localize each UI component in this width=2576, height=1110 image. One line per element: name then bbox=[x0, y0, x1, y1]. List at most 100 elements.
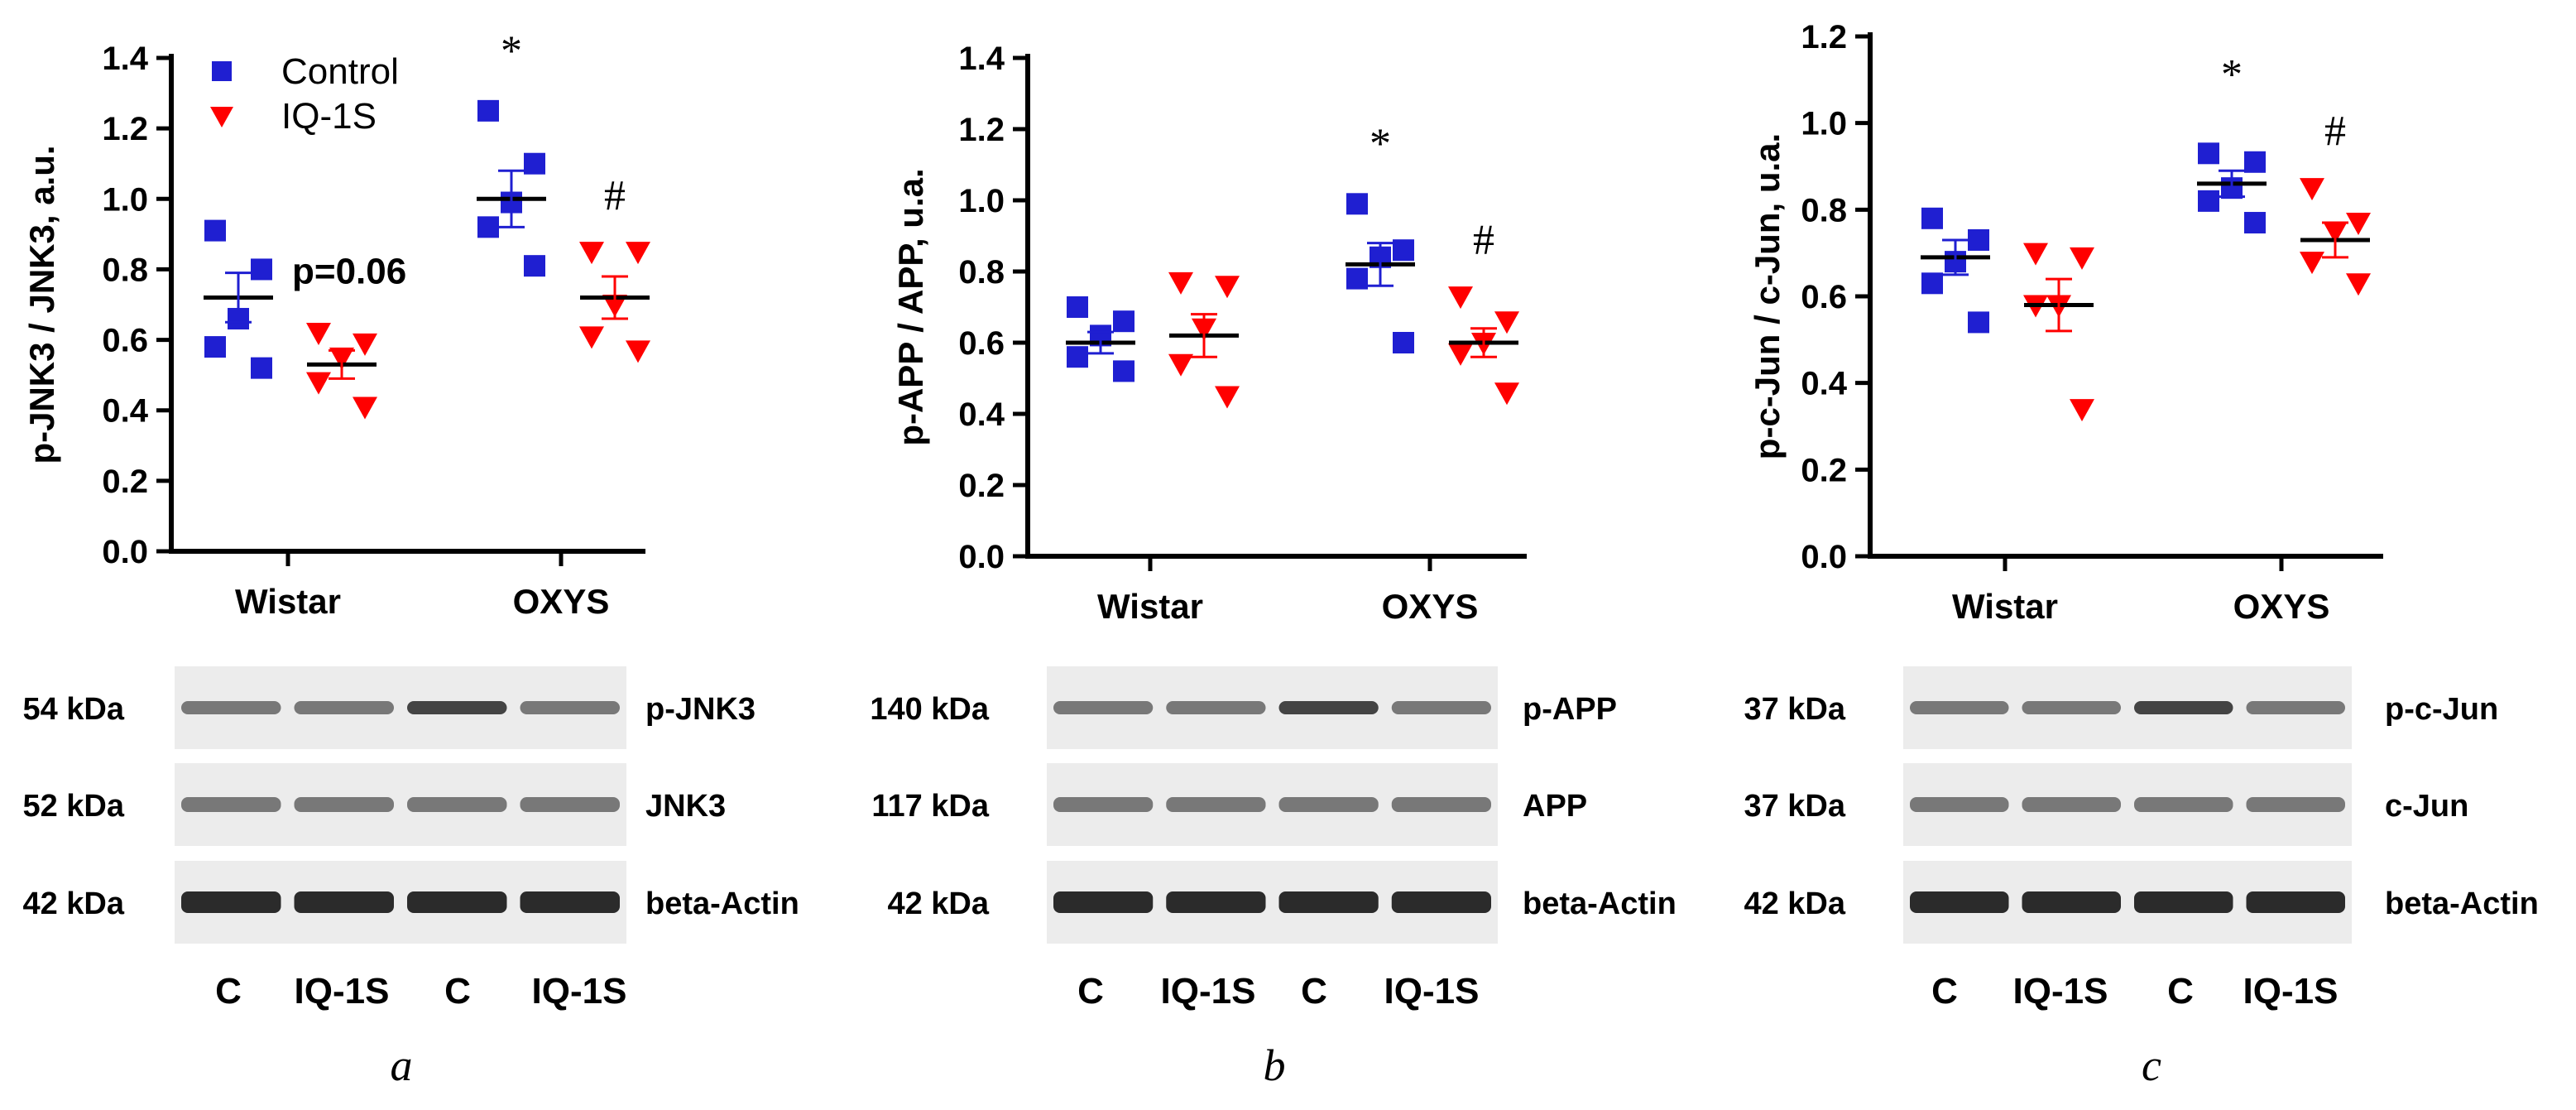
data-point-control bbox=[251, 258, 272, 281]
x-tick-label: Wistar bbox=[1952, 587, 2058, 626]
blot-band bbox=[1391, 891, 1491, 913]
y-tick-label: 1.2 bbox=[958, 112, 1005, 148]
panel-b: 0.0 0.2 0.4 0.6 0.8 1.0 1.2 1.4 Wistar OXYS p-APP … bbox=[870, 41, 1676, 1090]
data-point-control bbox=[2198, 190, 2219, 212]
x-tick-label: OXYS bbox=[513, 582, 610, 621]
blot-band bbox=[294, 797, 394, 812]
blot-band bbox=[1278, 701, 1379, 714]
data-point-iq1s bbox=[579, 326, 604, 349]
y-tick-label: 1.4 bbox=[102, 41, 148, 77]
blot-band bbox=[294, 701, 394, 714]
data-point-control bbox=[204, 219, 226, 242]
blot-band bbox=[2134, 701, 2233, 714]
data-point-control bbox=[1968, 311, 1989, 334]
y-tick-label: 1.2 bbox=[1801, 19, 1847, 55]
blot-lane-label: C bbox=[1077, 971, 1104, 1011]
blot-band bbox=[1278, 891, 1379, 913]
blot-band bbox=[1910, 797, 2009, 812]
data-point-iq1s bbox=[1494, 382, 1519, 406]
blot-lane-label: C bbox=[215, 971, 242, 1011]
blot-lane-label: C bbox=[444, 971, 471, 1011]
x-tick-label: OXYS bbox=[1382, 587, 1479, 626]
blot-band bbox=[294, 891, 394, 913]
data-point-control bbox=[2198, 142, 2219, 165]
y-tick-label: 0.6 bbox=[958, 325, 1005, 362]
blot-band bbox=[2022, 701, 2121, 714]
blot-band bbox=[407, 797, 507, 812]
blot-band bbox=[1391, 797, 1491, 812]
legend-marker-control bbox=[212, 61, 232, 81]
y-tick-label: 0.0 bbox=[102, 534, 148, 570]
data-point-iq1s bbox=[1215, 276, 1240, 299]
data-point-iq1s bbox=[626, 340, 650, 363]
data-point-iq1s bbox=[306, 372, 331, 395]
blot-band bbox=[1278, 797, 1379, 812]
blot-kda-label: 52 kDa bbox=[22, 789, 124, 824]
blot-band bbox=[2022, 891, 2121, 913]
panel-letter: c bbox=[2142, 1040, 2161, 1090]
data-point-iq1s bbox=[2300, 252, 2324, 275]
y-tick-label: 0.4 bbox=[102, 393, 148, 430]
data-point-iq1s bbox=[2346, 273, 2371, 296]
blot-kda-label: 37 kDa bbox=[1744, 692, 1845, 727]
data-point-iq1s bbox=[579, 242, 604, 265]
significance-mark: # bbox=[2324, 108, 2346, 155]
data-point-control bbox=[204, 336, 226, 358]
blot-band bbox=[407, 701, 507, 714]
data-point-iq1s bbox=[2346, 213, 2371, 236]
blot-lane-label: C bbox=[2167, 971, 2194, 1011]
data-point-iq1s bbox=[2070, 247, 2094, 270]
blot-band bbox=[1391, 701, 1491, 714]
legend-label: Control bbox=[281, 51, 399, 92]
y-tick-label: 0.6 bbox=[102, 323, 148, 359]
data-point-iq1s bbox=[1494, 311, 1519, 334]
significance-mark: # bbox=[1473, 217, 1494, 264]
blot-kda-label: 42 kDa bbox=[1744, 887, 1845, 921]
data-point-iq1s bbox=[1168, 353, 1193, 377]
data-point-iq1s bbox=[2070, 399, 2094, 422]
y-tick-label: 1.0 bbox=[102, 181, 148, 218]
blot-band bbox=[407, 891, 507, 913]
y-tick-label: 0.8 bbox=[958, 254, 1005, 291]
data-point-iq1s bbox=[2300, 178, 2324, 201]
blot-band bbox=[181, 797, 281, 812]
western-blot: 54 kDa p-JNK3 52 kDa JNK3 42 kDa beta-Actin C I… bbox=[22, 666, 799, 1011]
data-point-iq1s bbox=[353, 396, 377, 420]
blot-protein-label: p-JNK3 bbox=[645, 692, 756, 727]
data-point-iq1s bbox=[626, 242, 650, 265]
data-point-control bbox=[1921, 272, 1943, 295]
blot-band bbox=[2134, 891, 2233, 913]
significance-mark: p=0.06 bbox=[292, 251, 406, 291]
data-point-iq1s bbox=[306, 323, 331, 346]
panel-a: 0.0 0.2 0.4 0.6 0.8 1.0 1.2 1.4 Wistar OXYS p-JNK3… bbox=[22, 28, 799, 1090]
blot-protein-label: p-c-Jun bbox=[2385, 692, 2498, 727]
y-tick-label: 0.2 bbox=[958, 468, 1005, 504]
significance-mark: * bbox=[1370, 120, 1391, 167]
blot-protein-label: beta-Actin bbox=[1523, 887, 1677, 921]
blot-kda-label: 37 kDa bbox=[1744, 789, 1845, 824]
y-axis-label: p-JNK3 / JNK3, a.u. bbox=[22, 145, 61, 464]
data-point-control bbox=[1393, 239, 1414, 262]
blot-band bbox=[1166, 797, 1266, 812]
x-tick-label: Wistar bbox=[1097, 587, 1203, 626]
y-tick-label: 0.4 bbox=[958, 396, 1005, 433]
panel-letter: a bbox=[391, 1040, 413, 1090]
blot-lane-label: C bbox=[1301, 971, 1327, 1011]
y-tick-label: 1.2 bbox=[102, 111, 148, 147]
blot-band bbox=[2246, 891, 2345, 913]
blot-band bbox=[2022, 797, 2121, 812]
blot-kda-label: 140 kDa bbox=[870, 692, 990, 727]
data-point-control bbox=[524, 255, 545, 277]
blot-protein-label: beta-Actin bbox=[2385, 887, 2539, 921]
blot-kda-label: 54 kDa bbox=[22, 692, 124, 727]
data-point-control bbox=[1113, 360, 1134, 382]
y-tick-label: 1.0 bbox=[958, 183, 1005, 219]
blot-band bbox=[520, 891, 620, 913]
blot-protein-label: c-Jun bbox=[2385, 789, 2468, 824]
blot-band bbox=[2134, 797, 2233, 812]
data-point-control bbox=[251, 357, 272, 379]
blot-protein-label: JNK3 bbox=[645, 789, 726, 824]
blot-lane-label: IQ-1S bbox=[2013, 971, 2108, 1011]
panel-letter: b bbox=[1264, 1040, 1286, 1090]
blot-band bbox=[520, 701, 620, 714]
